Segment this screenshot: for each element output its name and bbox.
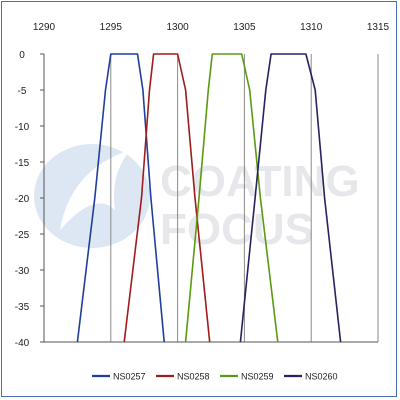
- legend-label: NS0260: [305, 372, 338, 382]
- y-tick-label: 0: [19, 50, 25, 61]
- legend-label: NS0257: [113, 372, 146, 382]
- y-tick-labels: 0 -5 -10 -15 -20 -25 -30 -35 -40: [15, 50, 30, 349]
- axes: [40, 53, 378, 343]
- legend-label: NS0259: [241, 372, 274, 382]
- series-line-ns0257: [76, 53, 165, 343]
- watermark-text-line2: FOCUS: [160, 205, 314, 254]
- y-tick-label: -15: [15, 158, 30, 169]
- x-tick-label: 1290: [33, 22, 56, 33]
- x-tick-label: 1305: [233, 22, 256, 33]
- y-tick-label: -30: [15, 266, 30, 277]
- watermark: COATING FOCUS: [34, 144, 360, 254]
- legend: NS0257 NS0258 NS0259 NS0260: [92, 372, 338, 382]
- legend-label: NS0258: [177, 372, 210, 382]
- series-line-ns0258: [123, 53, 211, 343]
- y-tick-label: -35: [15, 302, 30, 313]
- y-tick-label: -40: [15, 338, 30, 349]
- legend-item-ns0259: NS0259: [220, 372, 274, 382]
- legend-item-ns0257: NS0257: [92, 372, 146, 382]
- legend-item-ns0260: NS0260: [284, 372, 338, 382]
- y-tick-label: -5: [18, 86, 27, 97]
- watermark-logo: [34, 144, 150, 248]
- series-line-ns0260: [239, 53, 342, 343]
- plot-area: [76, 53, 342, 343]
- x-tick-label: 1315: [367, 22, 390, 33]
- legend-item-ns0258: NS0258: [156, 372, 210, 382]
- series-line-ns0259: [184, 53, 279, 343]
- x-tick-label: 1295: [100, 22, 123, 33]
- x-tick-label: 1310: [300, 22, 323, 33]
- x-tick-labels: 1290 1295 1300 1305 1310 1315: [33, 22, 390, 33]
- y-tick-label: -20: [15, 194, 30, 205]
- y-tick-label: -25: [15, 230, 30, 241]
- y-tick-label: -10: [15, 122, 30, 133]
- x-tick-label: 1300: [166, 22, 189, 33]
